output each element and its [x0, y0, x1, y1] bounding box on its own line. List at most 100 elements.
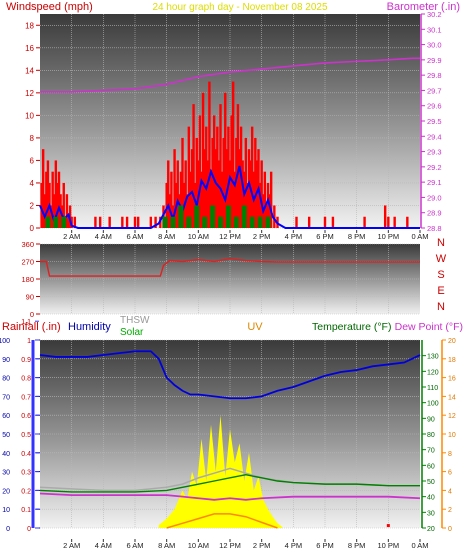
rain-tick-label: 0.2: [21, 488, 31, 495]
temperature-tick-label: 100: [427, 401, 439, 408]
wind-gust-bar: [65, 194, 69, 228]
wind-gust-bar: [331, 216, 335, 228]
uv-tick-label: 4: [448, 488, 452, 495]
wind-gust-bar: [208, 81, 211, 228]
time-label: 4 AM: [95, 232, 112, 241]
time-label: 10 PM: [377, 232, 399, 241]
rain-tick-label: 0.5: [21, 432, 31, 439]
wind-gust-bar: [73, 216, 77, 228]
wind-low-bar: [210, 205, 216, 228]
time-label: 12 PM: [219, 541, 241, 550]
time-label: 0 AM: [411, 232, 428, 241]
time-label: 2 PM: [253, 541, 271, 550]
barometer-axis-title: Barometer (.in): [387, 1, 460, 13]
wind-gust-bar: [268, 194, 271, 228]
wind-gust-bar: [246, 182, 249, 228]
wind-low-bar: [178, 205, 184, 228]
humidity-tick-label: 60: [2, 413, 10, 420]
barometer-tick-label: 29.9: [427, 56, 442, 65]
barometer-tick-label: 29.1: [427, 178, 442, 187]
time-label: 12 PM: [219, 232, 241, 241]
humidity-tick-label: 100: [0, 338, 10, 345]
wind-time-labels: 2 AM 4 AM 6 AM 8 AM 10 AM 12 PM 2 PM 4 PM 6 PM 8 …: [63, 230, 429, 241]
uv-tick-label: 2: [448, 507, 452, 514]
wind-gust-bar: [125, 216, 129, 228]
wind-gust-bar: [192, 104, 195, 228]
wind-gust-bar: [295, 216, 298, 228]
direction-tick-label: 180: [21, 275, 34, 284]
wind-gust-bar: [98, 216, 102, 228]
wind-gust-bar: [228, 160, 232, 228]
wind-gust-bar: [387, 216, 390, 228]
wind-gust-bar: [236, 104, 240, 228]
wind-low-bar: [61, 216, 67, 228]
wind-gust-bar: [241, 160, 244, 228]
time-label: 8 AM: [158, 232, 175, 241]
wind-tick-label: 8: [30, 134, 35, 143]
compass-label: S: [437, 269, 444, 281]
compass-label: E: [437, 285, 444, 297]
barometer-tick-label: 28.9: [427, 209, 442, 218]
time-label: 6 AM: [126, 541, 143, 550]
uv-axis: 0 2 4 6 8 10 12 14 16 18 20: [442, 338, 456, 533]
humidity-tick-label: 0: [6, 526, 10, 533]
temperature-tick-label: 20: [427, 526, 435, 533]
uv-line: [166, 513, 278, 529]
wind-direction-line: [40, 257, 420, 277]
wind-gust-bar: [136, 216, 140, 228]
time-label: 2 PM: [253, 232, 271, 241]
rain-mark: [386, 524, 390, 528]
wind-low-bar: [233, 216, 239, 228]
rain-tick-label: 0.1: [21, 507, 31, 514]
barometer-tick-label: 29.3: [427, 148, 442, 157]
temperature-tick-label: 130: [427, 354, 439, 361]
wind-gust-bar: [219, 104, 222, 228]
time-label: 10 AM: [188, 232, 209, 241]
time-label: 4 PM: [285, 541, 303, 550]
wind-gust-bar: [250, 126, 254, 228]
barometer-tick-label: 29.6: [427, 102, 442, 111]
time-label: 4 PM: [285, 232, 303, 241]
barometer-tick-label: 28.8: [427, 224, 442, 233]
wind-gust-bar: [54, 160, 58, 228]
wind-gust-bar: [165, 182, 168, 228]
wind-gust-bar: [108, 216, 111, 228]
wind-low-bar: [218, 216, 223, 228]
wind-gust-bar: [94, 216, 97, 228]
direction-tick-label: 270: [21, 258, 34, 267]
wind-gust-bar: [133, 216, 137, 228]
temperature-tick-label: 120: [427, 369, 439, 376]
barometer-tick-label: 29.5: [427, 117, 442, 126]
humidity-tick-label: 20: [2, 488, 10, 495]
rain-tick-label: 0: [27, 526, 31, 533]
wind-left-axis: 0 2 4 6 8 10 12 14 16 18: [25, 21, 40, 233]
time-label: 8 PM: [348, 232, 366, 241]
wind-gust-bar: [190, 149, 194, 228]
dewpoint-line: [39, 492, 421, 501]
humidity-line: [39, 350, 421, 400]
wind-gust-bar: [233, 171, 236, 228]
wind-gust-bar: [263, 171, 267, 228]
rain-tick-label: 1: [27, 338, 31, 345]
wind-low-bar: [241, 205, 247, 228]
rain-axis: 0 0.1 0.2 0.3 0.4 0.5 0.6 0.7 0.8 0.9 1 1.1: [21, 319, 39, 533]
wind-gust-bar: [187, 126, 191, 228]
time-label: 8 AM: [158, 541, 175, 550]
wind-gust-bar: [323, 216, 327, 228]
wind-low-bar: [265, 216, 271, 228]
uv-tick-label: 20: [448, 338, 456, 345]
wind-low-bar: [257, 216, 263, 228]
temperature-legend: Temperature (°F): [312, 321, 391, 333]
wind-gust-bar: [200, 171, 203, 228]
rain-tick-label: 0.8: [21, 376, 31, 383]
uv-tick-label: 10: [448, 432, 456, 439]
wind-gust-bar: [46, 160, 50, 228]
uv-legend: UV: [247, 321, 263, 333]
humidity-tick-label: 50: [2, 432, 10, 439]
wind-gust-bar: [56, 182, 59, 228]
wind-gust-bar: [170, 171, 173, 228]
wind-low-bar: [162, 216, 168, 228]
